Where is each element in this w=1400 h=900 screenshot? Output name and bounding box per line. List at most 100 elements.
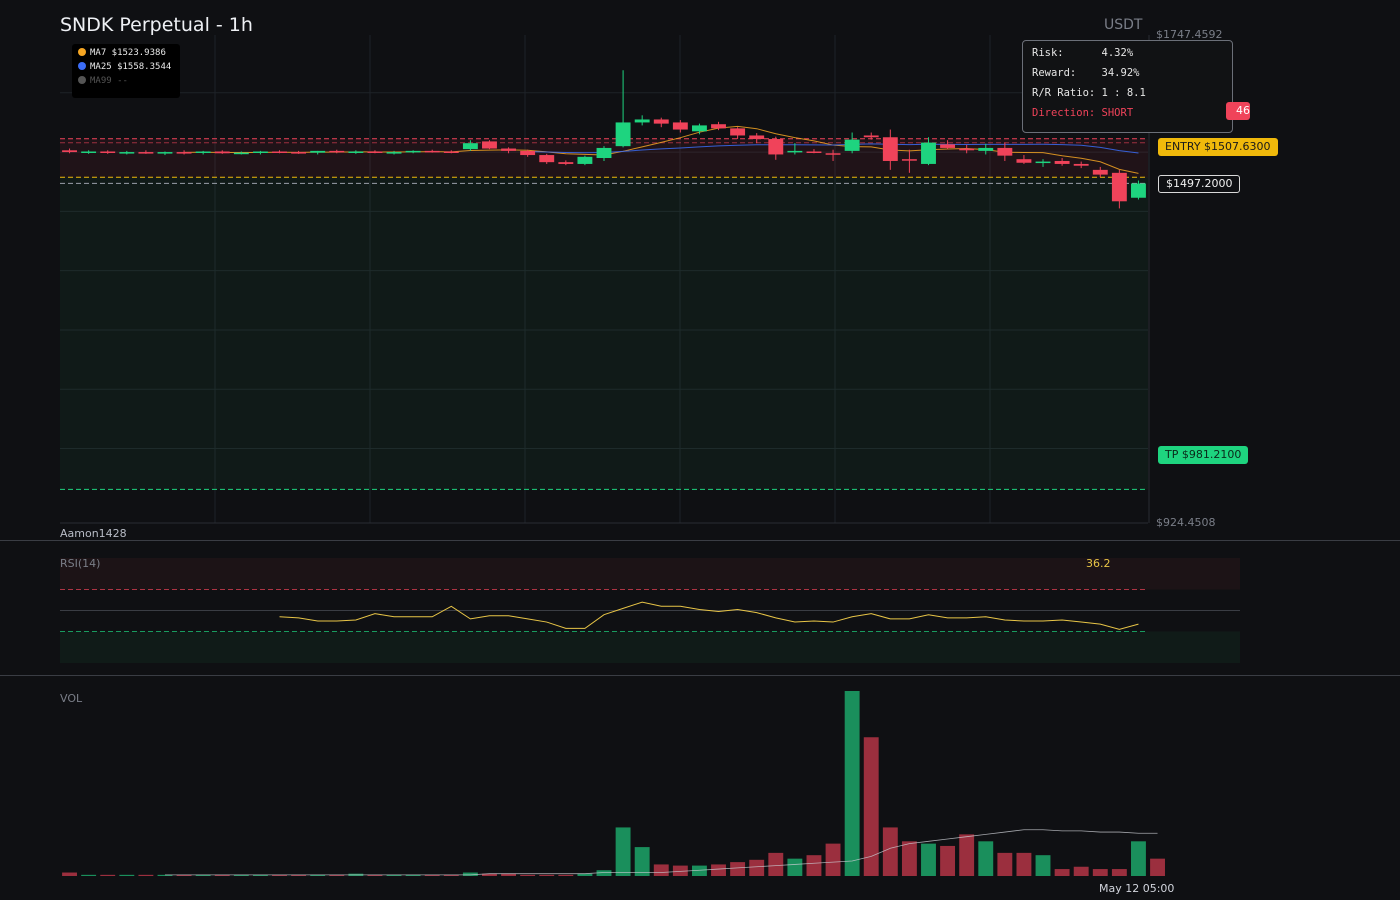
volume-bar: [596, 870, 612, 876]
price-axis-min: $924.4508: [1156, 516, 1216, 529]
candle-body: [959, 148, 975, 151]
ma25-dot-icon: [78, 62, 86, 70]
volume-bar: [901, 841, 917, 876]
candle-body: [291, 152, 307, 154]
candle-body: [367, 151, 383, 153]
volume-bar: [691, 865, 707, 876]
candle-body: [1016, 159, 1032, 163]
take-profit-zone: [60, 177, 1148, 490]
volume-bar: [119, 874, 135, 876]
risk-value: Risk: 4.32%: [1032, 47, 1134, 59]
volume-bar: [501, 873, 517, 876]
volume-bar: [539, 874, 555, 876]
volume-bar: [100, 874, 116, 876]
volume-bar: [825, 843, 841, 876]
volume-bar: [195, 874, 211, 876]
candle-body: [176, 152, 192, 154]
volume-bar: [424, 874, 440, 876]
candle-body: [462, 143, 478, 150]
candle-body: [940, 144, 956, 148]
volume-bar: [291, 874, 307, 876]
candle-body: [1054, 160, 1070, 164]
candle-body: [653, 119, 669, 124]
volume-bar: [768, 852, 784, 876]
volume-bar: [997, 852, 1013, 876]
volume-bar: [1092, 869, 1108, 876]
volume-bar: [787, 858, 803, 876]
rr-ratio-value: R/R Ratio: 1 : 8.1: [1032, 87, 1146, 99]
ma7-dot-icon: [78, 48, 86, 56]
volume-bar: [329, 874, 345, 876]
volume-bar: [252, 874, 268, 876]
rsi-oversold-band: [60, 631, 1240, 663]
candle-body: [730, 128, 746, 136]
volume-bar: [1073, 866, 1089, 876]
volume-bar: [386, 874, 402, 876]
price-grid: [60, 35, 1148, 523]
entry-price-tag[interactable]: ENTRY $1507.6300: [1158, 138, 1278, 156]
volume-bar: [882, 827, 898, 876]
volume-bar: [749, 859, 765, 876]
author-watermark: Aamon1428: [60, 527, 127, 540]
candle-body: [825, 153, 841, 155]
candle-body: [921, 142, 936, 164]
time-axis-label: May 12 05:00: [1099, 882, 1175, 895]
candle-body: [62, 150, 77, 153]
volume-bar: [577, 873, 593, 876]
legend-ma7: MA7 $1523.9386: [78, 47, 166, 60]
candle-body: [272, 151, 287, 153]
candle-body: [558, 162, 574, 164]
candle-body: [978, 147, 994, 151]
volume-bars: [62, 691, 1165, 876]
volume-bar: [62, 872, 77, 876]
candle-body: [863, 135, 879, 138]
vol-pane-divider: [0, 675, 1400, 676]
candle-body: [252, 151, 268, 153]
candle-body: [997, 147, 1013, 156]
rsi-pane-divider: [0, 540, 1400, 541]
candle-body: [749, 135, 765, 140]
candle-body: [1131, 183, 1146, 198]
candle-body: [577, 156, 593, 164]
candle-body: [119, 152, 135, 154]
candle-body: [329, 150, 345, 153]
candle-body: [443, 151, 459, 153]
volume-bar: [443, 874, 459, 876]
volume-bar: [520, 874, 536, 876]
ma25-line: [527, 143, 1139, 154]
stop-loss-tag[interactable]: 46: [1226, 102, 1250, 120]
take-profit-tag[interactable]: TP $981.2100: [1158, 446, 1249, 464]
volume-bar: [844, 691, 860, 876]
volume-bar: [1131, 841, 1146, 876]
candle-body: [844, 139, 860, 151]
volume-bar: [863, 737, 879, 876]
volume-bar: [653, 864, 669, 876]
candle-body: [634, 119, 650, 123]
candle-body: [1073, 163, 1089, 166]
candle-body: [157, 152, 173, 154]
direction-value: Direction: SHORT: [1032, 107, 1134, 119]
current-price-tag: $1497.2000: [1158, 175, 1241, 193]
candle-body: [138, 152, 154, 154]
candle-body: [1035, 161, 1051, 164]
volume-bar: [959, 834, 975, 876]
candle-body: [1111, 172, 1127, 202]
candle-body: [768, 139, 784, 155]
candle-body: [348, 151, 364, 153]
candle-body: [81, 151, 97, 153]
candle-body: [195, 151, 211, 153]
candle-body: [520, 150, 536, 156]
candle-body: [386, 152, 402, 154]
chart-title: SNDK Perpetual - 1h: [60, 14, 253, 36]
rsi-title: RSI(14): [60, 557, 101, 570]
volume-bar: [462, 872, 478, 876]
ma7-label: MA7 $1523.9386: [90, 48, 166, 58]
volume-bar: [1035, 855, 1051, 876]
volume-bar: [672, 865, 688, 876]
volume-bar: [81, 874, 97, 876]
candle-body: [787, 150, 803, 153]
volume-ma-line: [164, 829, 1158, 876]
currency-label: USDT: [1104, 17, 1143, 33]
candle-body: [233, 152, 249, 155]
